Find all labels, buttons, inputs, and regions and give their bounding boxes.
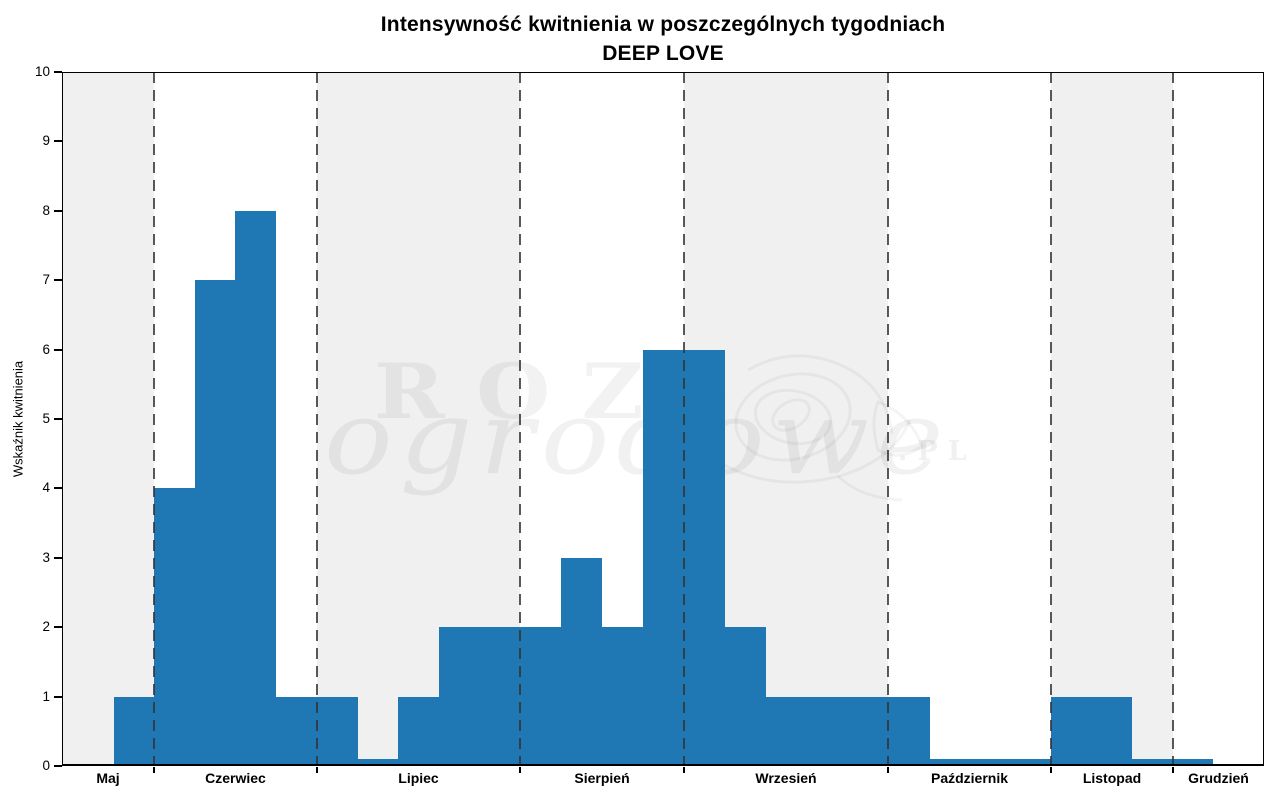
y-tick-label: 6 [42,341,50,357]
bars-layer [62,72,1264,766]
month-label-listopad: Listopad [1082,770,1142,786]
month-band-listopad [1051,72,1173,766]
month-boundaries-layer [62,72,1264,766]
x-tick [153,767,155,773]
watermark-suffix-pl: .PL [898,436,977,467]
bar-week-25 [1092,696,1132,766]
y-tick [54,209,62,212]
bar-week-13 [602,627,643,766]
bar-week-19 [847,696,888,766]
bar-week-3 [195,280,235,766]
chart-title: Intensywność kwitnienia w poszczególnych… [380,13,946,36]
bar-week-17 [766,696,806,766]
month-label-sierpień: Sierpień [574,770,630,786]
x-tick [887,767,889,773]
x-tick [1050,767,1052,773]
bar-week-12 [561,557,602,766]
bar-week-6 [317,696,358,766]
x-tick [1172,767,1174,773]
bar-week-1 [114,696,154,766]
month-boundary-line [683,72,685,766]
month-bands-layer [62,72,1264,766]
rose-ornament-icon [715,354,924,502]
bar-week-16 [725,627,766,766]
bar-week-26 [1132,759,1173,766]
month-boundary-line [153,72,155,766]
y-tick-label: 10 [34,64,50,79]
y-tick-label: 3 [42,549,50,565]
chart-subtitle: DEEP LOVE [602,42,724,65]
watermark-word-ogrodowe: ogrodowe [324,379,951,498]
month-boundary-line [1050,72,1052,766]
watermark: ROZe ogrodowe .PL [62,72,1264,766]
month-boundary-line [1172,72,1174,766]
month-label-czerwiec: Czerwiec [205,770,266,786]
y-tick [54,348,62,351]
y-tick [54,765,62,767]
bar-week-4 [235,210,276,766]
bar-week-27 [1173,759,1213,766]
bar-week-11 [520,627,561,766]
y-tick-label: 0 [42,758,50,773]
y-tick [54,556,62,559]
month-boundary-line [316,72,318,766]
x-tick [316,767,318,773]
y-tick [54,487,62,490]
y-tick [54,140,62,143]
y-tick [54,626,62,629]
month-label-maj: Maj [96,770,120,786]
month-label-wrzesień: Wrzesień [755,770,817,786]
month-label-październik: Październik [930,770,1009,786]
bar-week-15 [684,349,725,766]
x-tick [683,767,685,773]
x-tick [519,767,521,773]
month-boundary-line [519,72,521,766]
y-tick-label: 9 [42,133,50,149]
y-tick [54,695,62,698]
bar-week-18 [806,696,847,766]
bar-week-22 [970,759,1010,766]
y-tick [54,71,62,73]
y-tick-label: 5 [42,411,50,426]
bar-week-2 [154,488,195,766]
y-tick [54,418,62,420]
month-band-maj [62,72,154,766]
bar-week-10 [479,627,520,766]
y-tick-label: 1 [42,688,50,704]
plot-area: ROZe ogrodowe .PL [62,72,1264,766]
bar-week-7 [358,759,398,766]
bar-week-5 [276,696,317,766]
bar-week-9 [439,627,479,766]
bar-week-14 [643,349,684,766]
bar-week-8 [398,696,439,766]
y-tick-label: 2 [42,619,50,635]
y-tick-label: 4 [42,480,50,496]
y-tick [54,279,62,282]
chart-title-block: Intensywność kwitnienia w poszczególnych… [62,10,1264,68]
month-label-grudzień: Grudzień [1188,770,1249,786]
bar-week-24 [1051,696,1092,766]
bar-week-21 [930,759,970,766]
month-boundary-line [887,72,889,766]
y-tick-label: 8 [42,202,50,218]
bar-week-23 [1010,759,1051,766]
bar-week-20 [888,696,930,766]
month-label-lipiec: Lipiec [398,770,439,786]
y-tick-label: 7 [42,272,50,288]
